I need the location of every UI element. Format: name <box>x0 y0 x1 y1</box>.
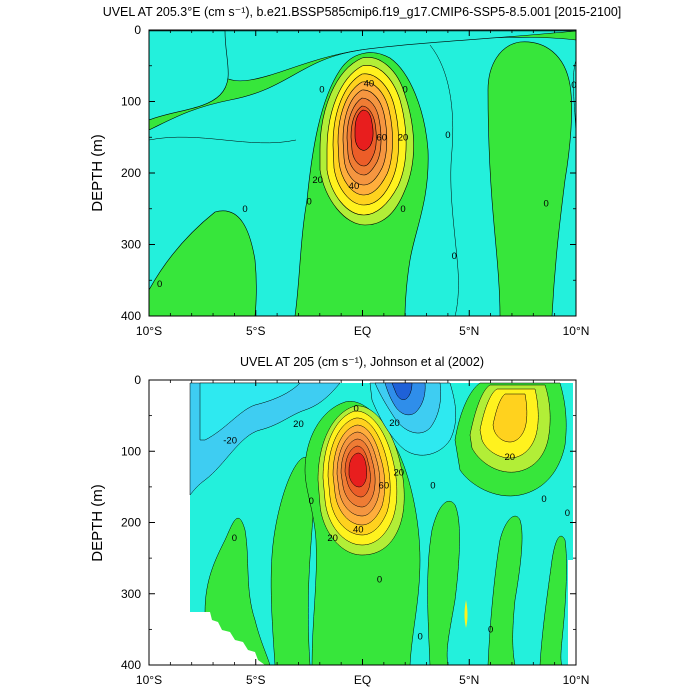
x-tick-label: 10°S <box>136 673 162 687</box>
y-tick-label: 200 <box>121 516 141 530</box>
x-tick-label: 5°S <box>246 324 265 338</box>
y-tick-label: 200 <box>121 166 141 180</box>
x-tick-label: 10°N <box>563 324 590 338</box>
panel2-negative-upper-left-2 <box>199 382 301 441</box>
panel-model: UVEL AT 205.3°E (cm s⁻¹), b.e21.BSSP585c… <box>89 5 621 338</box>
y-tick-label: 100 <box>121 444 141 458</box>
contour-label: 0 <box>571 80 576 91</box>
panel2-small-patch <box>464 600 468 628</box>
contour-label: 0 <box>403 84 408 95</box>
panel2-missing-data-right <box>568 560 576 665</box>
panel2-westward-flow-4 <box>391 382 413 400</box>
y-tick-label: 0 <box>134 23 141 37</box>
contour-label: 0 <box>445 130 450 141</box>
contour-label: 0 <box>232 533 237 544</box>
contour-label: 0 <box>488 624 493 635</box>
contour-label: 0 <box>565 508 570 519</box>
panel1-contour-line-b <box>429 44 459 316</box>
contour-label: 40 <box>353 525 364 536</box>
x-tick-label: 5°N <box>459 673 479 687</box>
x-tick-label: EQ <box>354 673 371 687</box>
panel1-ylabel: DEPTH (m) <box>89 134 106 212</box>
contour-label: 0 <box>306 197 311 208</box>
panel2-lower-green-1 <box>427 500 460 665</box>
panel1-left-cyan-tongue <box>149 30 229 121</box>
contour-label: 20 <box>327 533 338 544</box>
panel2-missing-data-bottom <box>149 612 265 665</box>
contour-label: 0 <box>543 199 548 210</box>
contour-label: 0 <box>157 279 162 290</box>
y-tick-label: 300 <box>121 587 141 601</box>
panel1-title: UVEL AT 205.3°E (cm s⁻¹), b.e21.BSSP585c… <box>103 5 622 19</box>
panel1-contour-field <box>149 30 576 316</box>
panel2-ncc-30 <box>492 393 528 443</box>
contour-label: 20 <box>389 418 400 429</box>
panel2-jet-core <box>348 452 367 488</box>
contour-label: 0 <box>452 251 457 262</box>
panel2-contour-labels: 0 20 -20 20 20 60 40 20 20 0 0 0 0 0 0 0 0 <box>223 404 570 643</box>
contour-label: 0 <box>353 404 358 415</box>
y-tick-label: 300 <box>121 238 141 252</box>
contour-label: 20 <box>505 452 516 463</box>
y-tick-label: 400 <box>121 309 141 323</box>
y-tick-label: 0 <box>134 373 141 387</box>
contour-label: 0 <box>319 84 324 95</box>
contour-label: 0 <box>242 204 247 215</box>
panel2-title: UVEL AT 205 (cm s⁻¹), Johnson et al (200… <box>240 355 484 369</box>
contour-label: 0 <box>400 204 405 215</box>
y-tick-label: 100 <box>121 95 141 109</box>
panel2-ylabel: DEPTH (m) <box>89 484 106 562</box>
contour-label: 0 <box>309 496 314 507</box>
x-tick-label: EQ <box>354 324 371 338</box>
panel1-jet-core <box>354 109 374 151</box>
contour-label: 20 <box>293 419 304 430</box>
contour-label: 60 <box>379 480 390 491</box>
contour-label: 20 <box>394 468 405 479</box>
contour-label: 40 <box>364 79 375 90</box>
y-tick-label: 400 <box>121 658 141 672</box>
contour-label: 20 <box>398 132 409 143</box>
panel2-lower-left-green <box>204 517 271 665</box>
panel-observed: UVEL AT 205 (cm s⁻¹), Johnson et al (200… <box>89 355 589 687</box>
contour-label: 20 <box>312 175 323 186</box>
contour-label: 40 <box>349 181 360 192</box>
contour-label: 0 <box>541 494 546 505</box>
contour-label: -20 <box>223 436 237 447</box>
x-tick-label: 5°S <box>246 673 265 687</box>
x-tick-label: 10°S <box>136 324 162 338</box>
panel2-lower-left-green-2 <box>270 457 315 665</box>
x-tick-label: 10°N <box>563 673 590 687</box>
contour-label: 0 <box>430 480 435 491</box>
panel1-right-green <box>487 41 572 316</box>
contour-label: 0 <box>377 575 382 586</box>
panel2-lower-green-2 <box>487 515 523 665</box>
panel2-lower-green-3 <box>539 535 567 665</box>
contour-label: 60 <box>376 132 387 143</box>
contour-label: 0 <box>417 632 422 643</box>
panel2-contour-field <box>149 380 576 665</box>
panel1-contour-line-a <box>149 136 297 144</box>
panel1-lower-left-green <box>149 210 257 316</box>
x-tick-label: 5°N <box>459 324 479 338</box>
